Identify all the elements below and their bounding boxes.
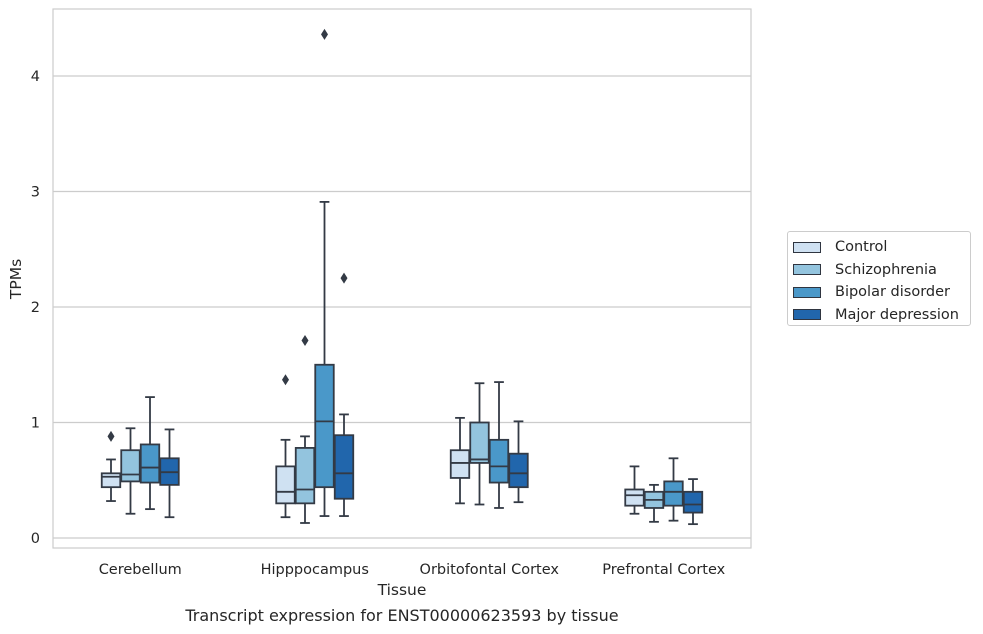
box-iqr bbox=[663, 480, 684, 507]
box-1-1 bbox=[294, 334, 316, 524]
y-tick-label: 2 bbox=[31, 300, 40, 316]
box-iqr bbox=[469, 421, 490, 464]
x-tick-label: Prefrontal Cortex bbox=[602, 562, 725, 578]
box-3-0 bbox=[159, 428, 180, 519]
outlier-point bbox=[321, 28, 328, 40]
legend-item: Schizophrenia bbox=[793, 259, 970, 282]
y-axis-label: TPMs bbox=[7, 259, 25, 300]
legend-swatch bbox=[793, 264, 821, 276]
box-layer bbox=[100, 28, 704, 526]
box-0-1 bbox=[275, 374, 296, 519]
box-1-2 bbox=[469, 382, 490, 506]
legend-item: Bipolar disorder bbox=[793, 281, 970, 304]
outlier-point bbox=[282, 374, 289, 386]
box-iqr bbox=[120, 449, 141, 483]
legend-item: Major depression bbox=[793, 304, 970, 327]
y-tick-label: 1 bbox=[31, 416, 40, 432]
box-0-3 bbox=[624, 465, 645, 515]
x-tick-label: Hipppocampus bbox=[261, 562, 369, 578]
box-iqr bbox=[139, 443, 161, 484]
x-tick-label: Cerebellum bbox=[99, 562, 182, 578]
box-1-0 bbox=[120, 427, 141, 515]
box-3-3 bbox=[682, 478, 704, 526]
box-iqr bbox=[682, 490, 704, 514]
box-iqr bbox=[449, 449, 471, 479]
box-iqr bbox=[294, 447, 316, 505]
x-axis-label: Tissue bbox=[377, 581, 427, 599]
outlier-point bbox=[340, 272, 348, 284]
legend-label: Bipolar disorder bbox=[835, 284, 950, 301]
legend-label: Control bbox=[835, 239, 888, 256]
box-iqr bbox=[333, 434, 355, 500]
box-iqr bbox=[624, 488, 645, 507]
outlier-point bbox=[301, 334, 309, 346]
box-3-1 bbox=[333, 272, 355, 517]
legend-swatch bbox=[793, 286, 821, 298]
outlier-point bbox=[107, 430, 115, 442]
box-3-2 bbox=[508, 420, 529, 504]
legend-label: Major depression bbox=[835, 306, 959, 323]
box-iqr bbox=[275, 465, 296, 505]
chart-caption: Transcript expression for ENST0000062359… bbox=[185, 606, 619, 625]
legend-swatch bbox=[793, 241, 821, 253]
box-0-2 bbox=[449, 416, 471, 505]
y-tick-label: 4 bbox=[31, 69, 40, 85]
box-iqr bbox=[314, 363, 335, 489]
legend-swatch bbox=[793, 309, 821, 321]
box-2-1 bbox=[314, 28, 335, 517]
x-tick-labels: Cerebellum Hipppocampus Orbitofontal Corte… bbox=[99, 562, 726, 578]
legend-label: Schizophrenia bbox=[835, 261, 937, 278]
box-2-2 bbox=[488, 381, 510, 509]
y-tick-labels: 0 1 2 3 4 bbox=[31, 69, 40, 547]
legend-item: Control bbox=[793, 236, 970, 259]
box-iqr bbox=[508, 452, 529, 489]
box-iqr bbox=[100, 472, 122, 489]
x-tick-label: Orbitofontal Cortex bbox=[420, 562, 560, 578]
grid-lines bbox=[53, 75, 751, 539]
box-2-3 bbox=[663, 457, 684, 522]
box-0-0 bbox=[100, 430, 122, 502]
box-2-0 bbox=[139, 396, 161, 511]
y-tick-label: 3 bbox=[31, 185, 40, 201]
box-1-3 bbox=[643, 483, 665, 523]
legend: Control Schizophrenia Bipolar disorder Majo… bbox=[787, 231, 971, 326]
plot-frame bbox=[52, 8, 752, 549]
y-tick-label: 0 bbox=[31, 531, 40, 547]
box-iqr bbox=[488, 438, 510, 484]
